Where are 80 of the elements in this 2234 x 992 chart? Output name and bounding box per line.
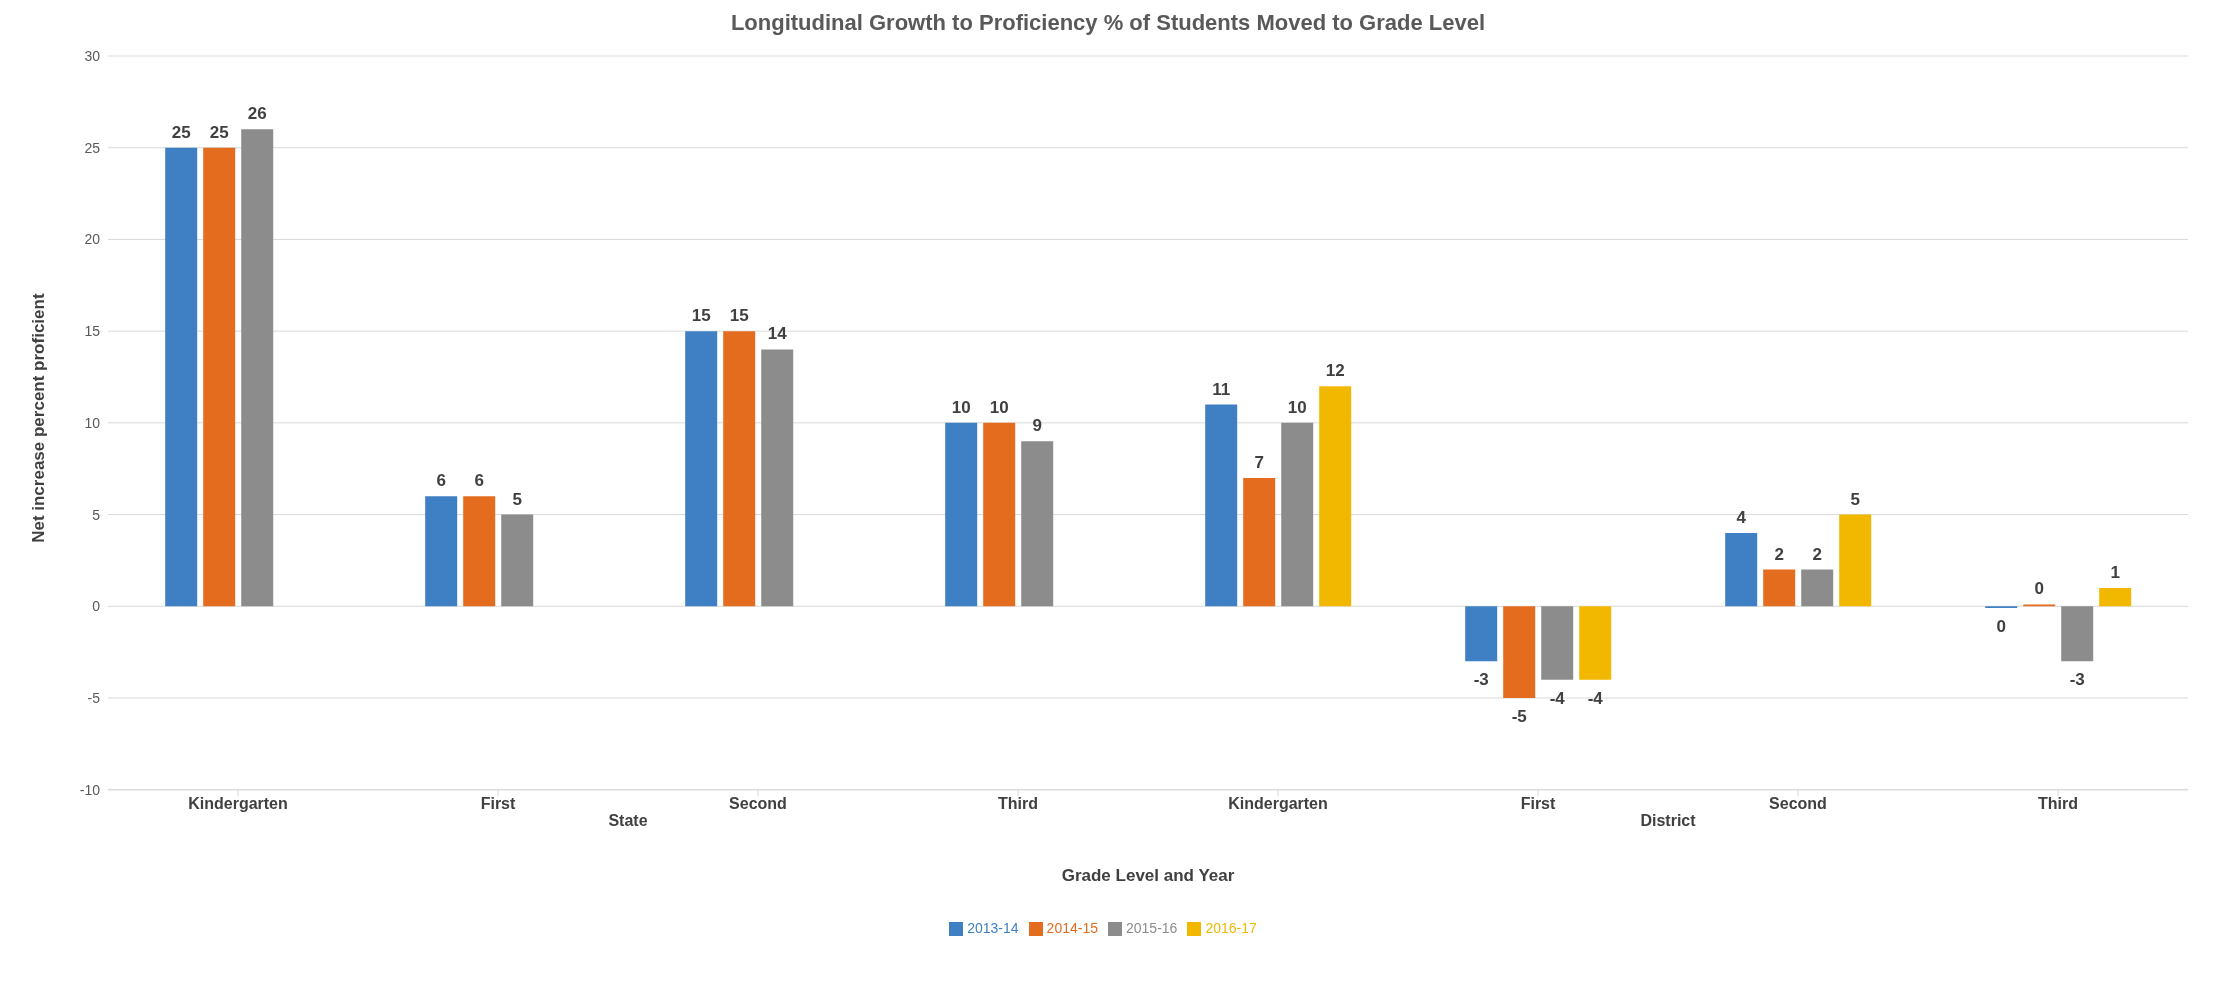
x-tick-label: Kindergarten (188, 795, 288, 813)
data-label: 25 (209, 122, 229, 142)
bar (1579, 606, 1612, 680)
data-label: 0 (2034, 579, 2044, 599)
data-label: 9 (1032, 416, 1042, 436)
data-label: -5 (1511, 706, 1527, 726)
data-label: 10 (951, 397, 971, 417)
y-tick-label: 5 (92, 506, 101, 523)
data-label: 0 (1996, 617, 2006, 637)
data-label: 6 (474, 471, 484, 491)
bar (165, 147, 198, 607)
bar (723, 331, 756, 607)
legend-label: 2014-15 (1046, 919, 1098, 936)
data-label: 6 (436, 471, 446, 491)
bar (463, 496, 496, 607)
bar (1465, 606, 1498, 662)
data-label: 11 (1212, 379, 1231, 399)
data-label: 10 (989, 397, 1009, 417)
bar (1281, 422, 1314, 607)
y-tick-label: 25 (84, 139, 101, 156)
x-tick-label: Kindergarten (1228, 795, 1328, 813)
data-label: 5 (512, 489, 522, 509)
bar (425, 496, 458, 607)
y-tick-label: 15 (84, 323, 101, 340)
y-tick-label: -5 (87, 689, 101, 706)
y-tick-label: 30 (84, 47, 101, 64)
bar (1839, 514, 1872, 607)
y-tick-label: 10 (84, 414, 101, 431)
bar (2099, 587, 2132, 607)
bar (1725, 532, 1758, 607)
data-label: 26 (247, 104, 267, 124)
y-tick-label: 0 (92, 598, 101, 615)
bar (1801, 569, 1834, 607)
x-tick-label: Third (2038, 795, 2078, 813)
bar (761, 349, 794, 607)
x-tick-label: Second (1769, 795, 1827, 813)
bar (1243, 477, 1276, 607)
text: District (1639, 812, 1697, 830)
data-label: 2 (1774, 544, 1784, 564)
data-label: -4 (1549, 688, 1566, 708)
x-tick-label: Third (998, 795, 1038, 813)
data-label: 15 (729, 306, 749, 326)
bar (1541, 606, 1574, 680)
data-label: 10 (1287, 397, 1307, 417)
bar (945, 422, 978, 607)
chart-title: Longitudinal Growth to Proficiency % of Students Moved to Grade Level (729, 10, 1487, 36)
data-label: 15 (691, 306, 711, 326)
x-tick-label: First (480, 795, 517, 813)
data-label: -3 (2069, 670, 2085, 690)
bar (2061, 606, 2094, 662)
data-label: 1 (2110, 562, 2120, 582)
y-axis-title: Net increase percent proficient (29, 293, 49, 543)
y-tick-label: 20 (84, 231, 101, 248)
bar (1021, 441, 1054, 607)
data-label: 7 (1254, 452, 1264, 472)
x-tick-label: First (1520, 795, 1557, 813)
legend-label: 2013-14 (967, 919, 1019, 936)
legend-label: 2016-17 (1205, 919, 1257, 936)
bar (501, 514, 534, 607)
text: State (607, 812, 649, 830)
bar (203, 147, 236, 607)
x-tick-label: Second (729, 795, 787, 813)
data-label: 12 (1325, 361, 1345, 381)
data-label: 25 (171, 122, 191, 142)
data-label: 5 (1850, 489, 1860, 509)
x-axis-title: Grade Level and Year (1060, 866, 1236, 886)
data-label: 4 (1736, 507, 1747, 527)
data-label: 14 (767, 324, 788, 344)
bar (983, 422, 1016, 607)
data-label: 2 (1812, 544, 1822, 564)
bar (241, 129, 274, 607)
bar (685, 331, 718, 607)
bar (1205, 404, 1238, 607)
legend-label: 2015-16 (1126, 919, 1178, 936)
bar (1319, 386, 1352, 607)
data-label: -4 (1587, 688, 1604, 708)
bar (1763, 569, 1796, 607)
y-tick-label: -10 (79, 781, 101, 798)
data-label: -3 (1473, 670, 1489, 690)
bar (1503, 606, 1536, 698)
